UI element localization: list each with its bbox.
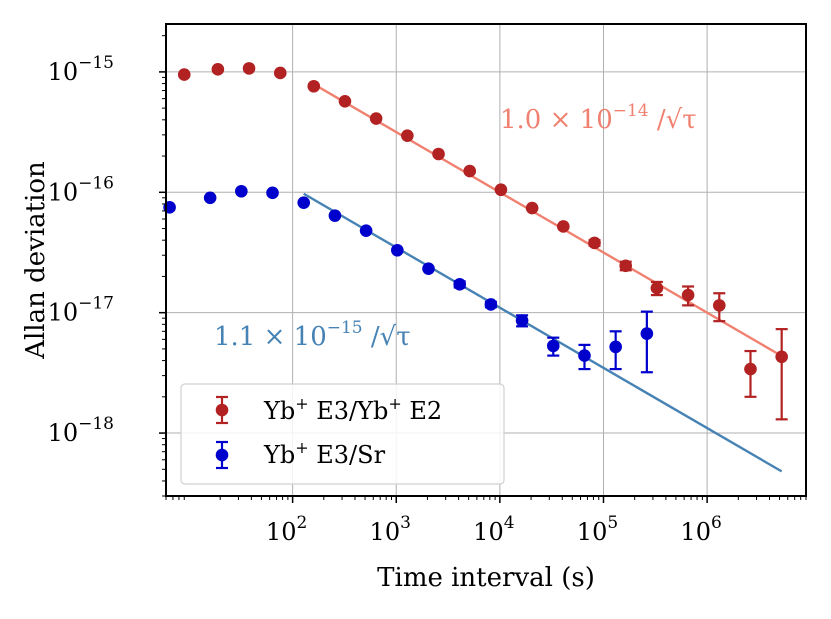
data-point <box>463 164 477 178</box>
data-point <box>211 63 225 76</box>
y-axis-label: Allan deviation <box>21 161 51 360</box>
axis-tick-labels: 102 103 104 105 106 10−15 10−16 10−17 10−18 <box>48 53 722 546</box>
legend-sr-mid: E3/Sr <box>309 441 386 469</box>
data-point <box>609 340 622 354</box>
y-tick-label: 10−16 <box>48 173 114 206</box>
y-tick-label: 10−17 <box>48 294 114 327</box>
data-point <box>359 224 373 237</box>
x-axis-label: Time interval (s) <box>377 563 595 593</box>
legend-yb-e2-mid: E3/Yb <box>309 397 389 425</box>
fit-label-sr-main: 1.1 × 10 <box>214 322 327 352</box>
data-point <box>391 243 404 257</box>
data-points <box>163 62 788 421</box>
x-tick-label: 105 <box>577 513 618 546</box>
data-point <box>640 327 654 340</box>
data-point <box>650 281 664 295</box>
data-point <box>681 288 695 302</box>
legend-sr-sup: + <box>295 438 308 457</box>
plot-frame <box>165 23 807 497</box>
legend-point <box>215 448 229 462</box>
legend-label-sr: Yb+ E3/Sr <box>263 438 386 469</box>
data-point <box>203 191 217 205</box>
x-tick-label: 104 <box>473 513 514 546</box>
fit-line-1 <box>303 192 783 473</box>
fit-label-sr: 1.1 × 10−15 /√τ <box>214 318 411 352</box>
legend-box <box>180 383 505 485</box>
fit-label-yb-e2-tail: /√τ <box>649 105 697 135</box>
data-point <box>235 184 248 198</box>
fit-label-sr-tail: /√τ <box>363 322 411 352</box>
legend-yb-e2-sup2: + <box>388 394 401 413</box>
data-point <box>494 183 508 197</box>
data-point <box>242 62 256 75</box>
data-point <box>177 68 191 81</box>
data-point <box>744 362 757 376</box>
legend-yb-e2-base: Yb <box>263 397 295 425</box>
x-tick-label: 106 <box>680 513 721 546</box>
data-point <box>484 298 498 311</box>
legend-yb-e2-sup: + <box>295 394 308 413</box>
data-point <box>525 201 539 215</box>
data-point <box>578 349 591 362</box>
data-point <box>401 129 414 143</box>
fit-line-0 <box>313 83 783 358</box>
fit-label-sr-exp: −15 <box>327 318 363 338</box>
fit-lines <box>303 83 783 473</box>
data-point <box>619 259 633 273</box>
data-point <box>338 94 352 108</box>
legend-marker-yb-e2 <box>215 395 229 425</box>
data-point <box>297 196 311 209</box>
data-point <box>273 66 287 80</box>
axis-ticks <box>159 35 807 503</box>
legend: Yb+ E3/Yb+ E2 Yb+ E3/Sr <box>180 383 505 485</box>
data-point <box>453 278 466 291</box>
data-point <box>712 299 726 312</box>
fit-label-yb-e2-main: 1.0 × 10 <box>500 105 613 135</box>
y-tick-label: 10−18 <box>48 414 114 447</box>
data-point <box>369 112 383 125</box>
data-point <box>557 220 570 233</box>
legend-sr-base: Yb <box>263 441 295 469</box>
data-point <box>515 314 529 327</box>
data-point <box>775 350 788 364</box>
data-point <box>266 186 279 200</box>
data-point <box>422 262 435 275</box>
fit-label-yb-e2: 1.0 × 10−14 /√τ <box>500 101 697 135</box>
x-tick-label: 103 <box>370 513 411 546</box>
data-point <box>307 79 321 93</box>
legend-marker-sr <box>215 440 229 470</box>
data-point <box>432 147 445 161</box>
fit-label-yb-e2-exp: −14 <box>613 101 649 121</box>
legend-label-yb-e2: Yb+ E3/Yb+ E2 <box>263 394 442 425</box>
data-point <box>546 339 560 353</box>
data-point <box>328 209 342 222</box>
y-tick-label: 10−15 <box>48 53 114 86</box>
x-tick-label: 102 <box>266 513 307 546</box>
legend-yb-e2-end: E2 <box>402 397 442 425</box>
legend-point <box>215 403 229 417</box>
data-point <box>588 236 601 250</box>
